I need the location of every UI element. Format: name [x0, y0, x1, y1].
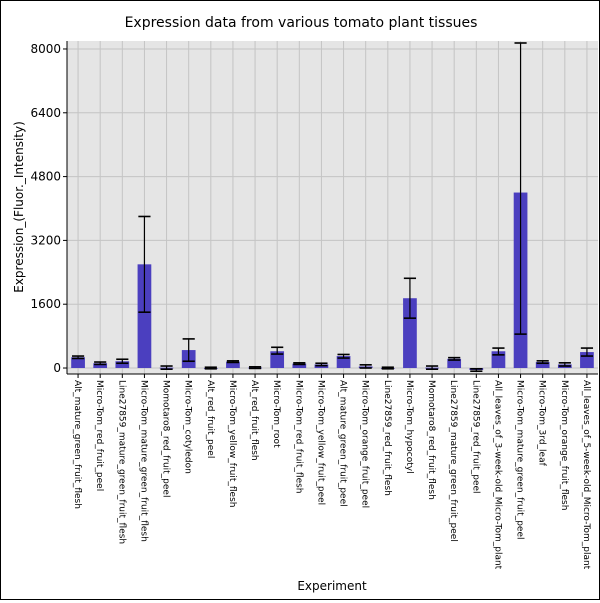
- grid-lines: [67, 41, 598, 374]
- y-tick-label: 4800: [30, 170, 61, 184]
- y-axis-label: Expression_(Fluor._Intensity): [12, 121, 26, 293]
- x-tick-label: Momotaro8_red_fruit_peel: [161, 380, 171, 497]
- x-tick-label: Micro-Tom_orange_fruit_peel: [360, 380, 370, 508]
- x-tick-label: Line27859_red_fruit_peel: [470, 380, 480, 494]
- y-tick-label: 3200: [30, 233, 61, 247]
- chart-title: Expression data from various tomato plan…: [125, 15, 478, 31]
- bar: [137, 264, 152, 369]
- x-tick-label: Micro-Tom_mature_green_fruit_flesh: [138, 380, 148, 542]
- y-tick-label: 8000: [30, 42, 61, 56]
- x-tick-label: Alt_mature_green_fruit_peel: [338, 380, 348, 507]
- x-tick-label: Micro-Tom_root: [271, 380, 281, 448]
- x-tick-label: Alt_red_fruit_flesh: [249, 380, 259, 461]
- error-bars: [71, 42, 594, 373]
- bar: [115, 361, 130, 369]
- bar: [447, 358, 462, 369]
- bar: [270, 351, 285, 369]
- x-tick-label: All_leaves_of_3-week-old_Micro-Tom_plant: [492, 380, 502, 570]
- x-tick-label: Micro-Tom_red_fruit_peel: [94, 380, 104, 491]
- x-axis: Alt_mature_green_fruit_flesh Micro-Tom_re…: [67, 373, 598, 570]
- x-tick-label: Line27859_red_fruit_flesh: [382, 380, 392, 496]
- x-tick-label: Momotaro8_red_fruit_flesh: [426, 380, 436, 500]
- bar: [292, 363, 307, 369]
- x-tick-label: Micro-Tom_hypocotyl: [404, 380, 414, 474]
- bar: [535, 362, 550, 369]
- x-tick-label: Line27859_mature_green_fruit_flesh: [116, 380, 126, 544]
- x-tick-label: Micro-Tom_cotyledon: [183, 380, 193, 474]
- y-axis: 0 1600 3200 4800 6400 8000: [30, 41, 68, 375]
- x-tick-label: Micro-Tom_yellow_fruit_peel: [315, 380, 325, 505]
- x-tick-label: All_leaves_of_5-week-old_Micro-Tom_plant: [581, 380, 591, 570]
- x-tick-label: Micro-Tom_mature_green_fruit_peel: [515, 380, 525, 540]
- y-tick-label: 0: [53, 361, 61, 375]
- x-axis-label: Experiment: [297, 579, 367, 593]
- bar: [93, 363, 108, 369]
- x-tick-label: Micro-Tom_yellow_fruit_flesh: [227, 380, 237, 508]
- bar: [336, 356, 351, 369]
- bar: [226, 361, 240, 369]
- bar: [71, 357, 85, 369]
- y-tick-label: 1600: [30, 297, 61, 311]
- x-tick-label: Alt_red_fruit_peel: [205, 380, 215, 458]
- x-tick-label: Micro-Tom_3rd_leaf: [537, 380, 547, 467]
- x-tick-label: Alt_mature_green_fruit_flesh: [72, 380, 82, 509]
- bar: [403, 298, 417, 369]
- x-tick-label: Micro-Tom_red_fruit_flesh: [293, 380, 303, 494]
- plot-area: [67, 41, 598, 374]
- x-tick-label: Micro-Tom_orange_fruit_flesh: [559, 380, 569, 510]
- y-tick-label: 6400: [30, 106, 61, 120]
- x-tick-label: Line27859_mature_green_fruit_peel: [448, 380, 458, 542]
